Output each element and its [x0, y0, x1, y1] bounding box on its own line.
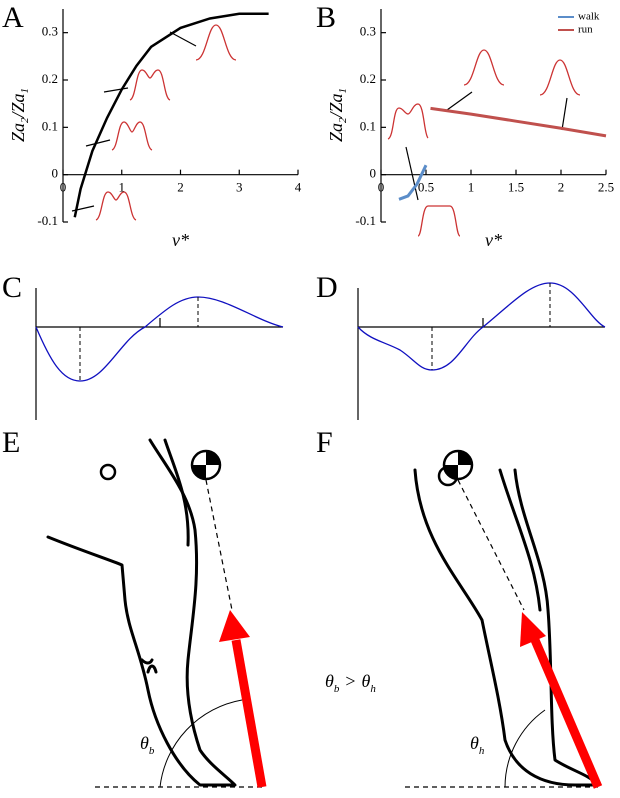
label-part: /Za — [8, 93, 28, 118]
y-tick-label: 0.3 — [42, 24, 58, 39]
y-axis-label: Za2/Za1 — [326, 88, 348, 142]
x-tick-label: 0 — [60, 180, 67, 195]
panel-label: E — [2, 426, 20, 459]
symbol: θ — [470, 733, 479, 753]
x-tick-label: 1 — [119, 180, 126, 195]
panel-label: C — [2, 271, 22, 304]
legend-label: run — [578, 24, 593, 36]
subscript: b — [149, 745, 155, 757]
insets — [71, 24, 581, 237]
label-part: /Za — [326, 93, 346, 118]
y-tick-label: 0.2 — [360, 71, 376, 86]
subscript: b — [334, 683, 340, 695]
subscript: h — [479, 745, 485, 757]
y-axis-label: Za2/Za1 — [8, 88, 30, 142]
symbol: θ — [362, 671, 371, 691]
x-tick-label: 2.5 — [598, 180, 614, 195]
panel-d — [357, 282, 606, 420]
y-tick-label: 0.1 — [42, 118, 58, 133]
x-tick-label: 2 — [558, 180, 565, 195]
y-tick-label: 0.3 — [360, 24, 376, 39]
subscript: 2 — [19, 117, 31, 123]
line — [398, 164, 428, 201]
symbol: θ — [325, 671, 334, 691]
panel-label: B — [316, 1, 336, 34]
y-tick-label: 0 — [52, 166, 59, 181]
subscript: 2 — [337, 117, 349, 123]
y-tick-label: 0.2 — [42, 71, 58, 86]
x-tick-label: 2 — [177, 180, 184, 195]
panel-label: F — [316, 426, 333, 459]
x-axis-label: v* — [172, 230, 189, 250]
subscript: 1 — [337, 88, 349, 94]
x-tick-label: 3 — [236, 180, 243, 195]
subscript: 1 — [19, 88, 31, 94]
y-tick-label: 0 — [370, 166, 377, 181]
legend-label: walk — [578, 11, 600, 23]
label-part: Za — [8, 123, 28, 142]
x-tick-label: 4 — [295, 180, 302, 195]
label-part: Za — [326, 123, 346, 142]
x-tick-label: 0 — [378, 180, 385, 195]
symbol: θ — [140, 733, 149, 753]
x-tick-label: 1 — [468, 180, 475, 195]
inequality: θb > θh — [325, 671, 376, 694]
panel-label: D — [316, 271, 338, 304]
line — [73, 12, 269, 218]
panel-c — [35, 288, 284, 420]
x-tick-label: 1.5 — [508, 180, 524, 195]
y-tick-label: -0.1 — [355, 213, 376, 228]
y-tick-label: -0.1 — [37, 213, 58, 228]
panel-label: A — [2, 1, 24, 34]
panel-f: θh — [405, 449, 603, 789]
x-tick-label: 0.5 — [418, 180, 434, 195]
subscript: h — [370, 683, 376, 695]
panel-e: θb — [46, 438, 267, 788]
x-axis-label: v* — [485, 230, 502, 250]
angle-label: θb — [140, 733, 155, 756]
line — [430, 106, 607, 138]
y-tick-label: 0.1 — [360, 118, 376, 133]
operator: > — [345, 671, 355, 691]
angle-label: θh — [470, 733, 485, 756]
